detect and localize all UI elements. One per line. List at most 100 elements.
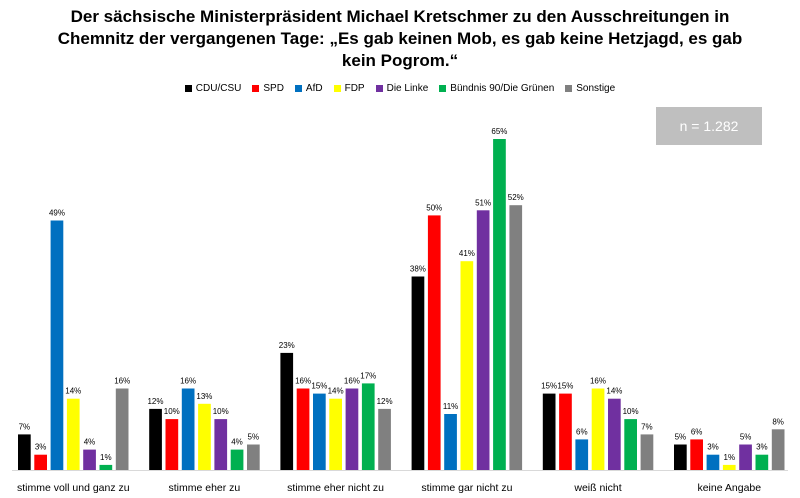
bar-bündnis-90-die-grünen-weiß-nicht [624, 419, 637, 470]
data-label-die-linke-stimme-voll-und-ganz-zu: 4% [84, 438, 96, 447]
data-label-sonstige-stimme-eher-zu: 5% [248, 433, 260, 442]
bar-bündnis-90-die-grünen-stimme-gar-nicht-zu [493, 139, 506, 470]
data-label-cdu-csu-keine-angabe: 5% [675, 433, 687, 442]
bar-fdp-stimme-voll-und-ganz-zu [66, 398, 80, 470]
data-label-die-linke-weiß-nicht: 14% [606, 387, 622, 396]
legend-item-die-linke: Die Linke [375, 83, 429, 94]
chart-title: Der sächsische Ministerpräsident Michael… [40, 6, 760, 72]
bar-die-linke-stimme-gar-nicht-zu [476, 210, 490, 471]
bar-afd-stimme-gar-nicht-zu [444, 414, 457, 470]
bar-fdp-stimme-gar-nicht-zu [460, 261, 474, 470]
legend-label: FDP [344, 83, 365, 94]
data-label-fdp-stimme-gar-nicht-zu: 41% [459, 249, 475, 258]
bar-sonstige-stimme-voll-und-ganz-zu [115, 388, 129, 470]
data-label-fdp-keine-angabe: 1% [724, 453, 736, 462]
data-label-die-linke-keine-angabe: 5% [740, 433, 752, 442]
bar-sonstige-keine-angabe [771, 429, 785, 470]
chart-legend: CDU/CSU SPD AfD FDP Die Linke Bündnis 90/Die … [0, 83, 800, 94]
bar-afd-stimme-eher-zu [181, 388, 195, 470]
data-label-die-linke-stimme-eher-nicht-zu: 16% [344, 377, 360, 386]
category-label-stimme-eher-nicht-zu: stimme eher nicht zu [287, 482, 384, 494]
data-label-afd-stimme-eher-nicht-zu: 15% [311, 382, 327, 391]
data-label-sonstige-keine-angabe: 8% [772, 417, 784, 426]
bar-cdu-csu-stimme-gar-nicht-zu [411, 276, 425, 470]
data-label-fdp-stimme-eher-nicht-zu: 14% [328, 387, 344, 396]
legend-item-bündnis-90-die-grünen: Bündnis 90/Die Grünen [439, 83, 554, 94]
data-label-fdp-stimme-voll-und-ganz-zu: 14% [65, 387, 81, 396]
data-label-sonstige-weiß-nicht: 7% [641, 422, 653, 431]
legend-swatch [333, 85, 341, 92]
legend-item-spd: SPD [252, 83, 284, 94]
data-label-spd-stimme-voll-und-ganz-zu: 3% [35, 443, 47, 452]
bar-spd-keine-angabe [690, 439, 703, 470]
bar-die-linke-stimme-voll-und-ganz-zu [83, 449, 96, 470]
data-label-cdu-csu-stimme-eher-zu: 12% [147, 397, 163, 406]
category-label-stimme-eher-zu: stimme eher zu [169, 482, 241, 494]
legend-label: AfD [305, 83, 323, 94]
bar-sonstige-weiß-nicht [640, 434, 654, 470]
data-label-die-linke-stimme-eher-zu: 10% [213, 407, 229, 416]
bar-afd-stimme-eher-nicht-zu [313, 393, 326, 470]
legend-label: Sonstige [576, 83, 616, 94]
bar-spd-weiß-nicht [559, 393, 572, 470]
sample-size-box: n = 1.282 [656, 107, 762, 145]
data-label-bündnis-90-die-grünen-stimme-eher-nicht-zu: 17% [360, 371, 376, 380]
data-label-sonstige-stimme-eher-nicht-zu: 12% [377, 397, 393, 406]
legend-label: Bündnis 90/Die Grünen [450, 83, 555, 94]
bar-bündnis-90-die-grünen-stimme-eher-nicht-zu [361, 383, 375, 470]
data-label-cdu-csu-stimme-eher-nicht-zu: 23% [279, 341, 295, 350]
bar-sonstige-stimme-gar-nicht-zu [509, 205, 523, 470]
bar-cdu-csu-stimme-voll-und-ganz-zu [18, 434, 31, 470]
legend-item-cdu-csu: CDU/CSU [184, 83, 241, 94]
bar-afd-weiß-nicht [575, 439, 589, 470]
bar-fdp-stimme-eher-nicht-zu [329, 398, 342, 470]
legend-label: SPD [263, 83, 284, 94]
category-label-stimme-gar-nicht-zu: stimme gar nicht zu [421, 482, 512, 494]
data-label-bündnis-90-die-grünen-stimme-eher-zu: 4% [231, 438, 243, 447]
bar-spd-stimme-voll-und-ganz-zu [34, 454, 47, 470]
bar-die-linke-weiß-nicht [608, 398, 621, 470]
category-label-weiß-nicht: weiß nicht [573, 482, 621, 494]
bar-afd-keine-angabe [706, 454, 720, 470]
data-label-sonstige-stimme-voll-und-ganz-zu: 16% [114, 377, 130, 386]
bar-cdu-csu-keine-angabe [674, 444, 687, 470]
bar-die-linke-stimme-eher-nicht-zu [345, 388, 359, 470]
category-label-keine-angabe: keine Angabe [697, 482, 761, 494]
data-label-sonstige-stimme-gar-nicht-zu: 52% [508, 193, 524, 202]
data-label-bündnis-90-die-grünen-weiß-nicht: 10% [623, 407, 639, 416]
data-label-die-linke-stimme-gar-nicht-zu: 51% [475, 198, 491, 207]
bar-bündnis-90-die-grünen-stimme-voll-und-ganz-zu [99, 464, 113, 470]
sample-size-label: n = 1.282 [679, 118, 739, 134]
data-label-spd-weiß-nicht: 15% [557, 382, 573, 391]
data-label-afd-stimme-eher-zu: 16% [180, 377, 196, 386]
legend-item-afd: AfD [294, 83, 323, 94]
data-label-spd-keine-angabe: 6% [691, 427, 703, 436]
legend-item-sonstige: Sonstige [565, 83, 615, 94]
bar-cdu-csu-stimme-eher-nicht-zu [280, 352, 294, 470]
legend-swatch [375, 85, 383, 92]
bar-bündnis-90-die-grünen-stimme-eher-zu [230, 449, 244, 470]
data-label-afd-weiß-nicht: 6% [576, 427, 588, 436]
legend-label: Die Linke [386, 83, 429, 94]
data-label-afd-keine-angabe: 3% [707, 443, 719, 452]
chart-title-line-2: Chemnitz der vergangenen Tage: „Es gab k… [57, 29, 743, 48]
bar-spd-stimme-eher-zu [165, 419, 179, 470]
bar-fdp-stimme-eher-zu [198, 403, 211, 470]
legend-swatch [439, 85, 447, 92]
chart-title-line-3: kein Pogrom.“ [341, 51, 459, 70]
data-label-cdu-csu-weiß-nicht: 15% [541, 382, 557, 391]
legend-item-fdp: FDP [333, 83, 365, 94]
legend-swatch [252, 85, 260, 92]
data-label-spd-stimme-gar-nicht-zu: 50% [426, 203, 442, 212]
legend-swatch [294, 85, 302, 92]
bar-die-linke-stimme-eher-zu [214, 419, 228, 470]
data-label-spd-stimme-eher-zu: 10% [164, 407, 180, 416]
legend-swatch [565, 85, 573, 92]
chart-title-line-1: Der sächsische Ministerpräsident Michael… [70, 7, 730, 26]
bar-spd-stimme-eher-nicht-zu [296, 388, 310, 470]
bar-fdp-keine-angabe [722, 464, 736, 470]
bar-die-linke-keine-angabe [739, 444, 752, 470]
bar-cdu-csu-stimme-eher-zu [149, 408, 162, 470]
